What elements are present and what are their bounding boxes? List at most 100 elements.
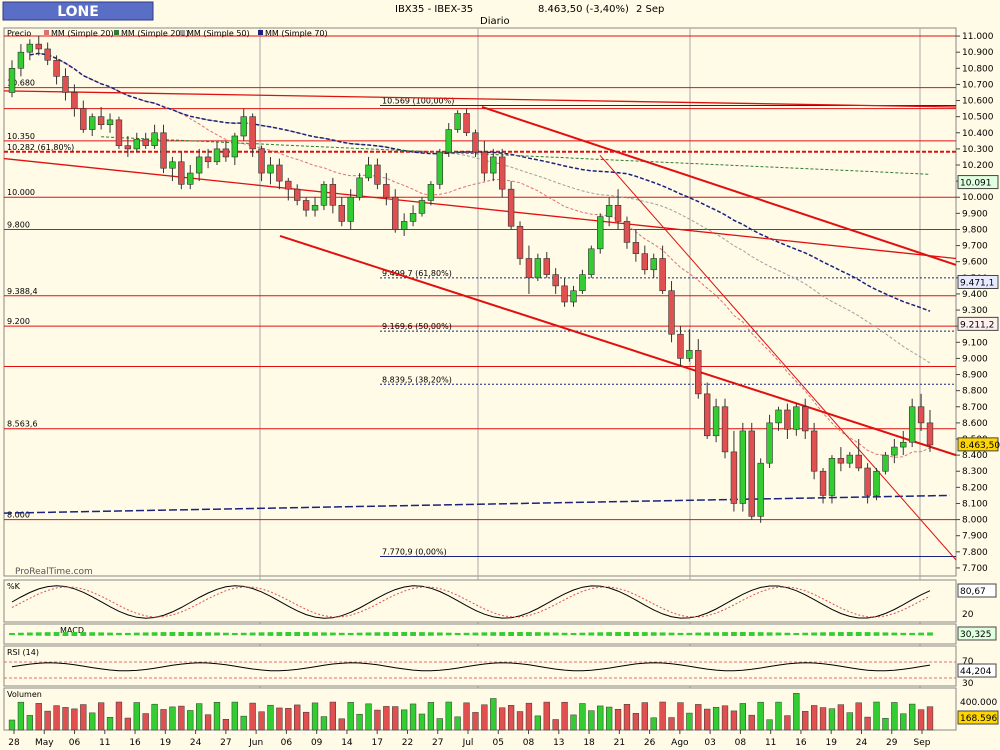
candle-body [409,213,417,222]
price-badge [957,437,999,452]
volume-bar [739,703,746,731]
volume-bar [730,710,738,731]
macd-bar [53,632,60,636]
candle-body [686,350,693,359]
volume-bar [133,702,140,731]
price-panel [3,27,957,577]
volume-bar [196,703,203,731]
candle-body [133,138,140,150]
legend-price: Precio [7,29,31,38]
level-label: 10.350 [7,132,35,141]
volume-bar [855,702,862,731]
macd-bar [837,632,844,636]
macd-bar [80,632,87,636]
volume-bar [294,704,301,731]
volume-bar [338,718,345,731]
macd-bars [9,632,933,636]
y-tick-label: 10.900 [962,48,994,58]
volume-bar [35,703,42,731]
volume-bar [828,708,836,731]
macd-bar [846,632,853,636]
macd-bar [276,632,283,636]
volume-bar [222,719,230,731]
candle-body [187,172,194,185]
volume-bar [115,701,123,731]
trendline [3,90,957,108]
macd-bar [927,632,933,636]
stochastic-panel [3,579,957,623]
candle-body [160,132,167,169]
macd-bar [597,632,604,636]
x-tick-label: 06 [69,738,81,748]
volume-bar [302,711,310,731]
macd-bar [766,632,773,636]
volume-bars [8,692,934,731]
volume-bar [926,706,934,731]
candle-body [294,188,301,201]
x-tick-label: 19 [160,738,172,748]
fib-label: 9.499,7 (61,80%) [382,269,452,278]
macd-bar [650,632,657,636]
macd-bar [151,632,158,636]
volume-bar [810,705,818,731]
x-tick-label: 22 [402,738,413,748]
macd-bar [570,632,577,636]
y-tick-label: 8.600 [962,419,988,429]
macd-bar [107,632,113,636]
volume-bar [864,716,871,731]
volume-bar [97,702,105,731]
x-tick-label: 16 [129,738,141,748]
price-badge-value: 8.463,50 [960,441,1000,451]
legend-ma70: MM (Simple 70) [265,29,328,38]
macd-bar [793,632,800,636]
y-tick-label: 7.700 [962,564,988,574]
volume-bar [178,705,185,731]
macd-bar [365,632,372,636]
candle-body [463,113,470,134]
x-tick-label: 17 [371,738,382,748]
level-label: 10.282 (61,80%) [7,143,74,152]
y-tick-label: 10.300 [962,145,994,155]
volume-bar [579,703,586,731]
y-tick-label: 8.100 [962,499,988,509]
candle-body [267,164,274,174]
price-badge [957,316,999,331]
macd-bar [802,632,809,636]
volume-bar [427,702,435,731]
volume-bar [454,716,461,731]
candle-body [908,406,916,443]
volume-bar [819,707,827,731]
candle-body [543,258,550,275]
volume-bar [472,712,479,731]
price-badge [957,175,999,190]
volume-bar [614,709,622,731]
rsi-panel [3,645,957,687]
macd-bar [419,632,425,636]
candle-body [8,67,16,93]
macd-bar [231,632,238,636]
candle-body [917,406,925,424]
macd-bar [356,632,363,636]
stochastic-label: %K [7,582,21,591]
macd-bar [909,632,916,636]
y-tick-label: 8.000 [962,516,988,526]
volume-bar [213,702,221,731]
chart-period: Diario [480,16,510,27]
legend-ma20: MM (Simple 20) [51,29,114,38]
candle-body [498,156,506,190]
volume-scale: 400.000 [960,698,997,708]
fib-label: 9.169,6 (50,00%) [382,322,452,331]
app-logo[interactable]: LONE [2,1,154,21]
volume-bar [26,715,33,731]
volume-bar [623,704,631,731]
candle-body [525,258,533,279]
candles [8,36,934,523]
candle-body [240,116,247,137]
candle-body [454,113,461,130]
macd-bar [427,632,434,636]
volume-bar [258,711,265,731]
volume-bar [712,706,720,731]
y-axis: 11.000 10.900 10.800 10.700 10.600 10.500 10.4… [956,32,1000,574]
macd-bar [588,632,595,636]
macd-bar [900,632,907,636]
